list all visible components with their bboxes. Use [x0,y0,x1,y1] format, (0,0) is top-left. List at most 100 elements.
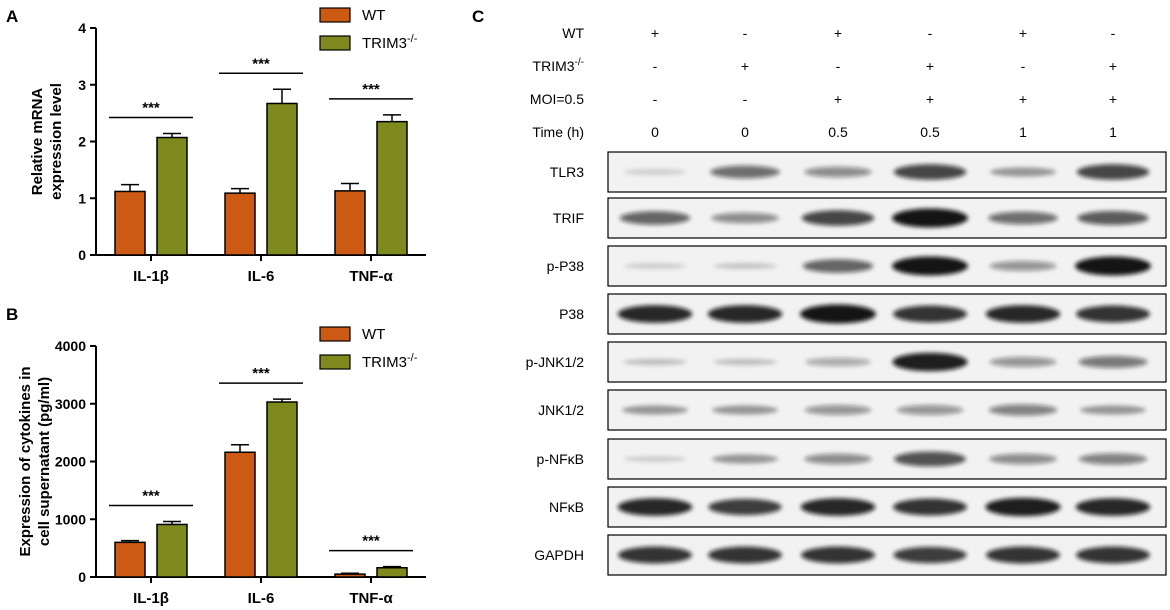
blot-band [1076,305,1150,323]
significance-label: *** [362,81,380,98]
bar-wt [114,541,146,578]
bar-wt [334,573,366,578]
condition-value: + [834,25,842,41]
legend-label: TRIM3-/- [362,33,418,52]
condition-value: 0.5 [920,124,940,140]
blot-band [711,405,779,415]
blot-band [1078,356,1148,368]
blot-band [800,498,876,516]
condition-value: + [651,25,659,41]
y-axis-label: Relative mRNA [29,88,46,196]
blot-band-label: JNK1/2 [538,402,584,418]
y-tick-label: 4 [78,20,86,36]
blot-band [894,451,966,467]
blot-band [1077,210,1149,226]
blot-strip [607,245,1167,287]
blot-band-label: P38 [559,306,584,322]
blot-band [710,165,780,179]
blot-band [707,305,783,323]
bar-trim3 [266,102,298,256]
blot-strip [607,341,1167,383]
blot-band [708,498,782,516]
blot-band [893,546,967,564]
significance-label: *** [252,365,270,382]
blot-band [892,208,968,228]
y-tick-label: 0 [78,247,86,263]
legend-label: WT [362,7,385,24]
blot-band [802,259,874,273]
panel-label-c: C [472,7,484,26]
condition-value: + [1019,91,1027,107]
condition-label-text: Time (h) [532,124,584,140]
significance-label: *** [252,55,270,72]
blot-strip [607,151,1167,193]
blot-band [801,546,875,564]
blot-band [985,497,1061,517]
blot-strip [607,438,1167,480]
condition-value: 1 [1019,124,1027,140]
blot-strip [607,389,1167,431]
condition-label: MOI=0.5 [530,91,584,107]
blot-band [1075,256,1151,276]
blot-strip [607,293,1167,335]
significance-label: *** [142,488,160,505]
bar-wt [334,190,366,256]
blot-band-label: NFκB [549,499,584,515]
blot-band [1075,498,1151,516]
blot-band [988,211,1058,225]
condition-value: - [1111,25,1116,41]
blot-band-label: p-P38 [547,258,585,274]
blot-band [801,210,875,226]
blot-band [989,261,1057,271]
condition-value: - [836,58,841,74]
legend-label-superscript: -/- [407,33,418,45]
y-tick-label: 3 [78,77,86,93]
condition-value: + [1019,25,1027,41]
significance-label: *** [362,533,380,550]
blot-band [892,352,968,372]
condition-value: - [743,25,748,41]
blot-band [893,305,967,323]
legend-swatch [319,35,351,51]
condition-label: TRIM3-/- [533,57,584,74]
condition-value: + [926,58,934,74]
legend-swatch [319,326,351,342]
bar-wt [114,190,146,256]
y-tick-label: 4000 [55,338,86,354]
blot-band [623,358,687,366]
condition-value: + [1109,58,1117,74]
blot-band [1076,546,1150,564]
blot-band [713,262,777,270]
bar-trim3 [266,401,298,578]
legend-label-text: TRIM3 [362,35,407,52]
blot-strip [607,486,1167,528]
condition-value: 0.5 [828,124,848,140]
y-tick-label: 1 [78,190,86,206]
y-tick-label: 3000 [55,396,86,412]
condition-value: - [1021,58,1026,74]
blot-band-label: p-NFκB [537,451,584,467]
blot-band [804,453,872,465]
bar-wt [224,451,256,578]
condition-value: - [743,91,748,107]
bar-wt [224,192,256,256]
blot-band [988,404,1058,416]
condition-label-text: TRIM3 [533,58,575,74]
blot-band [804,166,872,178]
blot-band [989,167,1057,177]
condition-value: + [741,58,749,74]
blot-band [989,453,1057,465]
condition-label-text: WT [562,25,584,41]
condition-value: - [928,25,933,41]
condition-value: + [926,91,934,107]
x-tick-label: IL-6 [248,268,275,285]
x-tick-label: IL-1β [133,590,169,607]
blot-band-label: p-JNK1/2 [526,354,585,370]
panel-label-a: A [6,7,18,26]
chart-b: 0 1000 2000 3000 4000 Expression of cytokines… [17,326,426,607]
legend-label-text: TRIM3 [362,354,407,371]
western-blot: WT + - + - + - TRIM3-/- - + - + - + MOI=0.5 - - + + + + Time … [526,25,1167,576]
blot-band [800,304,876,324]
x-tick-label: IL-1β [133,268,169,285]
y-tick-label: 2000 [55,454,86,470]
